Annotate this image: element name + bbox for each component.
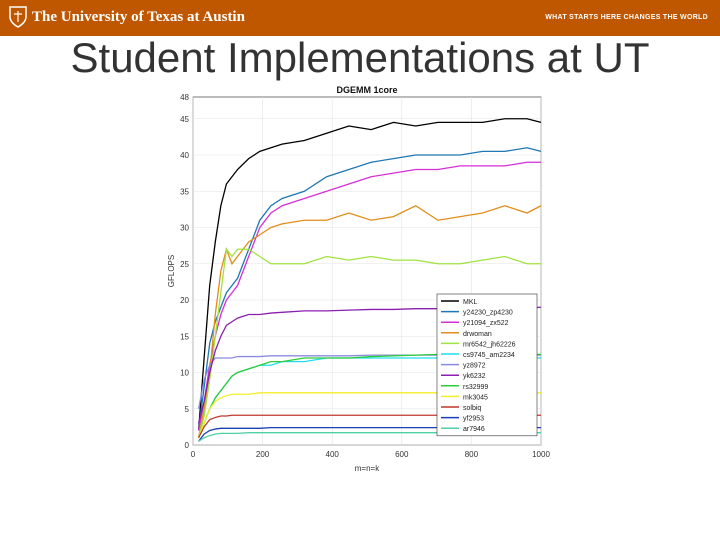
legend-entry: yk6232 [463,373,486,380]
legend-entry: drwoman [463,331,492,338]
university-seal-icon [9,6,27,28]
y-tick-label: 5 [185,405,190,414]
legend-entry: mr6542_jh62226 [463,341,516,348]
x-tick-label: 1000 [532,450,550,459]
x-tick-label: 200 [256,450,270,459]
legend-entry: y21094_zx522 [463,320,509,327]
series-line-2 [197,147,542,431]
legend-entry: y24230_zp4230 [463,310,513,317]
header-banner: The University of Texas at Austin WHAT S… [0,0,720,36]
x-tick-label: 600 [395,450,409,459]
slide-title: Student Implementations at UT [70,34,650,81]
series-line-1 [197,118,542,431]
legend-entry: yz8972 [463,363,486,370]
series-line-5 [197,247,541,438]
legend-entry: rs32999 [463,384,488,391]
y-tick-label: 20 [180,296,189,305]
dgemm-chart: 0 5 10 15 20 25 30 35 40 45 0 200 400 600 800 1000 48 DGE… [167,85,550,473]
y-tick-label: 40 [180,151,189,160]
series-line-4 [197,205,542,438]
x-tick-label: 800 [465,450,479,459]
legend-entry: mk3045 [463,394,488,401]
y-axis-label: GFLOPS [167,255,176,287]
y-tick-label: 10 [180,369,189,378]
legend-entry: yf2953 [463,416,484,423]
tagline: WHAT STARTS HERE CHANGES THE WORLD [545,14,708,21]
x-tick-label: 400 [326,450,340,459]
series-line-3 [197,161,541,431]
legend-entry: cs9745_am2234 [463,352,515,359]
y-tick-label: 45 [180,115,189,124]
y-tick-label: 35 [180,187,189,196]
legend-entry: solbiq [463,405,481,412]
x-axis-label: m=n=k [355,464,380,473]
legend-entry: MKL [463,299,478,306]
x-tick-label: 0 [191,450,196,459]
chart-title: DGEMM 1core [336,85,397,95]
y-tick-label: 48 [180,93,189,102]
y-tick-label: 30 [180,224,189,233]
university-name: The University of Texas at Austin [32,9,245,25]
y-tick-label: 25 [180,260,189,269]
y-tick-label: 15 [180,332,189,341]
legend-entry: ar7946 [463,426,485,433]
y-tick-label: 0 [185,441,190,450]
